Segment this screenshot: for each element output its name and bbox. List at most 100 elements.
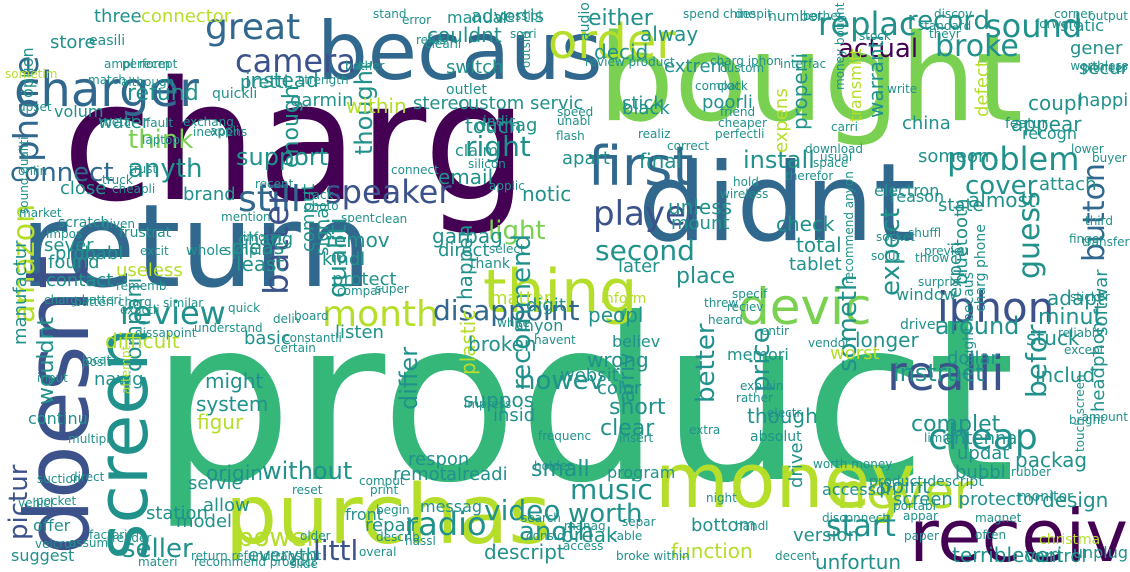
- word-cloud-word: coupl: [1028, 91, 1083, 115]
- word-cloud-word: print: [370, 483, 399, 497]
- word-cloud-word: finger: [1069, 232, 1105, 246]
- word-cloud-word: kindl: [322, 249, 366, 270]
- word-cloud-word: includ: [1035, 363, 1096, 387]
- word-cloud-word: interfac: [780, 57, 827, 71]
- word-cloud-word: bought: [598, 10, 1023, 149]
- word-cloud-word: better: [691, 323, 721, 403]
- word-cloud-word: receiv: [909, 494, 1128, 572]
- word-cloud-word: video: [484, 494, 561, 527]
- word-cloud-word: driver: [900, 317, 942, 333]
- word-cloud-word: impress: [464, 397, 512, 411]
- word-cloud-word: search: [521, 511, 561, 525]
- word-cloud-word: volum: [54, 102, 104, 121]
- word-cloud-word: secur: [1078, 58, 1128, 79]
- word-cloud-word: expens: [771, 88, 792, 153]
- word-cloud-word: speed: [557, 105, 594, 119]
- word-cloud-word: materi: [138, 555, 178, 569]
- word-cloud-word: station: [146, 503, 208, 524]
- word-cloud-word: great: [205, 7, 301, 48]
- word-cloud-word: clean: [375, 212, 408, 226]
- word-cloud-word: compat: [695, 79, 741, 93]
- word-cloud-word: stick: [622, 93, 664, 114]
- word-cloud-word: despit: [735, 7, 772, 21]
- word-cloud-word: adapt: [1047, 286, 1105, 310]
- word-cloud-word: pioneer: [1082, 61, 1128, 75]
- word-cloud-word: output: [1088, 9, 1128, 23]
- word-cloud-word: devic: [738, 278, 872, 336]
- word-cloud-word: littl: [313, 534, 359, 567]
- word-cloud-word: comput: [359, 474, 405, 488]
- word-cloud-word: possibl: [500, 9, 542, 23]
- word-cloud-word: descript: [484, 540, 565, 564]
- word-cloud-word: indic: [483, 114, 517, 130]
- word-cloud-word: peopl: [588, 303, 644, 327]
- word-cloud-word: support: [236, 143, 329, 171]
- word-cloud-word: product: [150, 271, 1016, 533]
- word-cloud-word: happi: [1078, 90, 1129, 111]
- word-cloud-word: remot: [393, 464, 447, 485]
- word-cloud-word: later: [618, 256, 660, 277]
- word-cloud-word: outlet: [446, 82, 487, 98]
- word-cloud-word: often: [975, 528, 1007, 542]
- word-cloud-word: worth: [568, 499, 643, 529]
- word-cloud-word: three: [94, 6, 142, 27]
- word-cloud-word: found: [48, 252, 100, 273]
- word-cloud-word: differ: [395, 346, 423, 410]
- word-cloud-word: white: [497, 316, 530, 330]
- word-cloud-word: contact: [46, 270, 114, 291]
- word-cloud-word: attach: [1039, 174, 1097, 195]
- word-cloud-word: broke within: [616, 549, 690, 563]
- word-cloud-word: design: [1042, 488, 1109, 512]
- word-cloud-word: money: [655, 436, 916, 525]
- word-cloud-word: pretti: [240, 72, 289, 93]
- word-cloud-word: unplug: [1072, 543, 1128, 562]
- word-cloud-word: appear: [1011, 112, 1082, 136]
- word-cloud-word: upset: [18, 100, 52, 114]
- word-cloud-word: matter: [490, 288, 552, 309]
- word-cloud-word: exchang: [183, 115, 234, 129]
- word-cloud-word: accessori: [822, 480, 897, 499]
- word-cloud-word: servic: [188, 473, 242, 494]
- word-cloud-word: color: [597, 378, 642, 399]
- word-cloud-word: surpris: [918, 275, 959, 289]
- word-cloud-word: origin: [206, 461, 263, 485]
- word-cloud-word: select: [489, 242, 525, 256]
- word-cloud-word: becaus: [317, 5, 603, 98]
- word-cloud-word: point: [879, 474, 931, 498]
- word-cloud-word: disconnect: [822, 511, 888, 525]
- word-cloud-word: bother: [345, 59, 385, 73]
- word-cloud-word: manag: [564, 519, 606, 533]
- word-cloud-word: limit: [924, 431, 951, 445]
- word-cloud-word: charg batteri: [44, 293, 122, 307]
- word-cloud-word: seller: [122, 534, 193, 564]
- word-cloud-word: inexpens: [193, 125, 248, 139]
- word-cloud-word: inform: [601, 291, 647, 307]
- word-cloud-word: thing: [483, 257, 638, 327]
- word-cloud-word: antenna: [943, 428, 1018, 449]
- word-cloud-word: listen: [335, 322, 384, 343]
- word-cloud-word: charg iphon: [710, 54, 782, 68]
- word-cloud-word: holder: [534, 459, 573, 473]
- word-cloud-word: allow: [203, 495, 250, 516]
- word-cloud-word: connect: [391, 163, 439, 177]
- word-cloud-word: system: [196, 392, 269, 416]
- word-cloud-word: velcro: [35, 537, 72, 551]
- word-cloud-word: usual: [820, 150, 853, 164]
- word-cloud-word: camera: [235, 42, 356, 80]
- word-cloud-word: handl: [735, 519, 769, 533]
- word-cloud-word: complet: [911, 412, 1001, 437]
- word-cloud-word: featur: [1005, 116, 1048, 132]
- word-cloud-word: bottom: [691, 515, 757, 536]
- word-cloud-word: within: [346, 94, 407, 118]
- word-cloud-word: posit: [82, 355, 112, 369]
- word-cloud-word: flash: [556, 129, 585, 143]
- word-cloud-word: light: [488, 216, 546, 246]
- word-cloud-word: electron: [874, 181, 940, 200]
- word-cloud-word: iphon: [937, 283, 1055, 332]
- word-cloud-word: reason: [890, 187, 945, 206]
- word-cloud-word: mount: [671, 213, 730, 234]
- word-cloud-word: factori: [89, 528, 128, 542]
- word-cloud-word: cable: [610, 529, 643, 543]
- word-cloud-word: figur: [197, 410, 244, 434]
